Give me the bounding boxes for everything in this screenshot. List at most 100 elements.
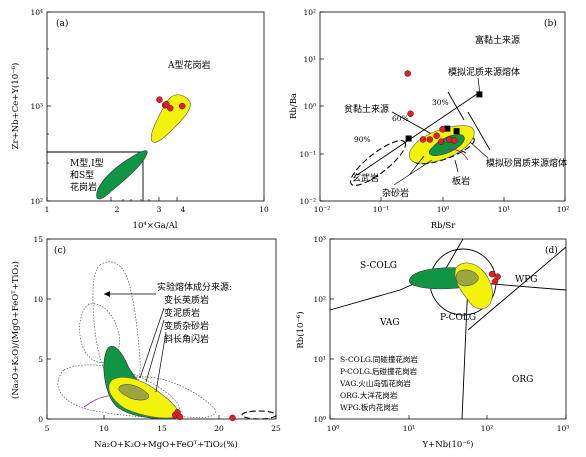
- panel-a-points: [156, 96, 186, 112]
- panel-c-leader: [155, 331, 167, 393]
- panel-c-felsic-field: [92, 261, 141, 391]
- panel-b-poor-clay: 贫黏土来源: [344, 103, 389, 115]
- panel-c-ytick: 0: [38, 415, 43, 424]
- panel-b-xlabel: Rb/Sr: [431, 221, 457, 231]
- panel-d-field-pcolg: P-COLG: [440, 313, 476, 323]
- panel-b-p90: 90%: [354, 135, 371, 144]
- panel-a-xtick: 3: [157, 205, 162, 214]
- panel-a: 1 2 3 4 10 10⁴ 10³ 10² 10⁴×Ga/Al Zr+Nb+C…: [10, 8, 269, 231]
- panel-a-field-misc: 花岗岩: [70, 181, 97, 193]
- panel-c-xlabel: Na₂O+K₂O+MgO+FeOᵀ+TiO₂(%): [94, 439, 238, 450]
- panel-b-leader: [454, 159, 459, 173]
- sample-point: [426, 136, 434, 143]
- panel-d-xtick: 10³: [557, 424, 570, 433]
- panel-b-xtick: 10⁰: [437, 205, 450, 214]
- panel-b-xtick: 10¹: [498, 205, 511, 214]
- panel-d-xlabel: Y+Nb(10⁻⁶): [422, 439, 474, 450]
- panel-d-field-org: ORG: [512, 375, 533, 385]
- panel-b-ytick: 10⁻²: [299, 197, 316, 206]
- panel-c-leader: [139, 307, 165, 379]
- sample-point: [229, 414, 236, 422]
- panel-a-ytick: 10⁴: [30, 8, 43, 17]
- panel-b: 10⁻² 10⁻¹ 10⁰ 10¹ 10² 10² 10¹ 10⁰ 10⁻¹ 1…: [289, 8, 569, 231]
- panel-d-ytick: 10¹: [313, 355, 326, 364]
- sample-point: [407, 110, 414, 118]
- panel-b-ytick: 10⁰: [303, 102, 316, 111]
- reference-square: [476, 91, 483, 98]
- panel-d-ytick: 10⁰: [313, 415, 326, 424]
- panel-c-legend-title: 实验熔体成分来源:: [157, 281, 232, 293]
- panel-b-basalt-field: [349, 140, 407, 186]
- sample-point: [178, 102, 186, 110]
- panel-c-dashed-field: [241, 410, 277, 420]
- panel-c-xtick: 10: [99, 424, 109, 433]
- panel-b-ticks: [319, 11, 566, 202]
- panel-a-tag: (a): [56, 18, 68, 29]
- sample-point: [439, 126, 446, 133]
- panel-a-field-misc: 和S型: [70, 170, 94, 181]
- panel-c-overlap-field: [118, 384, 150, 401]
- panel-c-tag: (c): [54, 245, 66, 256]
- reference-square: [405, 135, 412, 142]
- panel-d-tag: (d): [545, 245, 558, 256]
- panel-d-ticks: [329, 238, 567, 420]
- panel-d-legend-item: WPG.板内花岗岩: [340, 402, 399, 412]
- panel-c-points: [171, 409, 236, 422]
- panel-a-xlabel: 10⁴×Ga/Al: [133, 221, 178, 231]
- panel-d-ytick: 10²: [313, 295, 326, 304]
- panel-d-field-scolg: S-COLG: [360, 261, 397, 271]
- panel-c-xtick: 5: [45, 424, 50, 433]
- panel-d-legend-item: ORG.大洋花岗岩: [340, 390, 398, 400]
- panel-b-leader: [469, 141, 489, 159]
- panel-b-leader: [409, 155, 425, 175]
- panel-a-yellow-field: [150, 94, 191, 143]
- panel-a-ticks: [46, 11, 265, 202]
- panel-b-ytick: 10¹: [303, 55, 316, 64]
- panel-a-xtick: 1: [45, 205, 50, 214]
- sample-point: [437, 138, 445, 145]
- panel-d-boundary: [467, 246, 567, 331]
- panel-b-leader: [477, 77, 481, 95]
- panel-b-mixing-line: [447, 91, 465, 121]
- panel-b-ylabel: Rb/Ba: [289, 93, 299, 119]
- panel-c-legend-item: 斜长角闪岩: [164, 333, 209, 345]
- panel-b-rich-clay: 富黏土来源: [475, 34, 520, 46]
- sample-point: [419, 136, 427, 143]
- panel-b-axes: [319, 11, 566, 202]
- panel-d-boundary: [461, 281, 469, 420]
- panel-a-xtick: 10: [259, 205, 269, 214]
- panel-b-mixing-line: [356, 91, 481, 176]
- panel-c-leader: [145, 319, 165, 383]
- panel-b-mixing-line: [467, 111, 491, 151]
- panel-b-basalt: 玄武岩: [352, 172, 379, 184]
- panel-d-overlap-field: [455, 269, 479, 287]
- panel-d-legend-item: P-COLG.后碰撞花岗岩: [340, 366, 418, 376]
- panel-a-ylabel: Zr+Nb+Ce+Y(10⁻⁶): [10, 63, 21, 150]
- panel-c-legend-item: 变长英质岩: [164, 294, 209, 306]
- sample-point: [404, 70, 411, 77]
- panel-b-reference-squares: [405, 91, 483, 142]
- panel-d-axes: [329, 238, 567, 420]
- panel-b-points: [404, 70, 458, 145]
- panel-d-xtick: 10²: [481, 424, 494, 433]
- panel-c-xtick: 20: [214, 424, 224, 433]
- panel-d-legend-item: VAG.火山岛弧花岗岩: [339, 378, 411, 388]
- panel-d-xtick: 10¹: [403, 424, 416, 433]
- panel-c-ylabel: (Na₂O+K₂O)/(MgO+FeOᵀ+TiO₂): [10, 261, 21, 399]
- panel-b-tag: (b): [544, 18, 557, 29]
- panel-b-leader: [393, 159, 433, 186]
- sample-point: [494, 273, 501, 280]
- panel-d-xtick: 10⁰: [327, 424, 340, 433]
- panel-c-legend-item: 变泥质岩: [164, 307, 200, 319]
- panel-d-field-wpg: WPG: [515, 275, 538, 285]
- panel-b-xtick: 10⁻¹: [373, 205, 390, 214]
- panel-d-yellow-field: [454, 262, 493, 310]
- panel-c-ytick: 15: [33, 235, 43, 244]
- panel-c: 5 10 15 20 25 0 5 10 15 Na₂O+K₂O+MgO+FeO…: [10, 235, 281, 450]
- sample-point: [156, 96, 163, 103]
- panel-b-ytick: 10⁻¹: [299, 150, 316, 159]
- panel-a-axes: [46, 11, 265, 202]
- panel-b-p30: 30%: [432, 98, 449, 107]
- panel-a-ytick: 10²: [30, 197, 43, 206]
